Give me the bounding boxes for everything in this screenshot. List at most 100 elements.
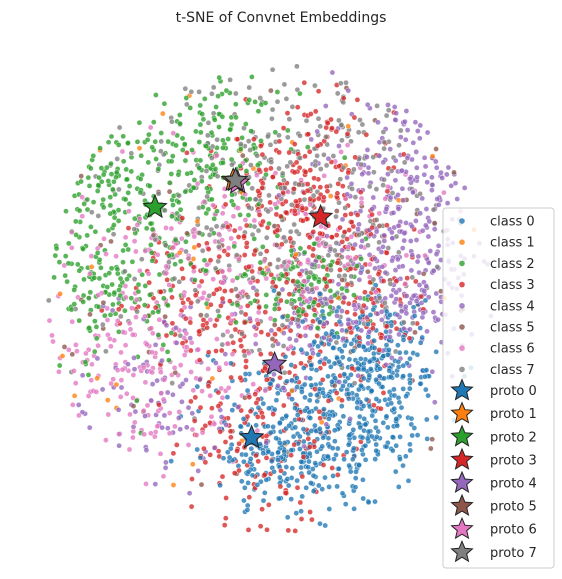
scatter-point-class-3 (252, 247, 258, 254)
scatter-point-class-6 (255, 309, 262, 316)
scatter-point-class-2 (252, 297, 258, 304)
prototype-marker-proto-0 (238, 424, 265, 449)
legend-label-class-2: class 2 (490, 257, 535, 272)
scatter-point-class-5 (364, 268, 371, 275)
scatter-point-class-3 (298, 360, 304, 367)
scatter-point-class-0 (284, 514, 291, 521)
scatter-point-class-0 (289, 465, 296, 472)
scatter-point-class-7 (323, 241, 329, 247)
scatter-point-class-3 (349, 365, 356, 372)
scatter-point-class-0 (308, 362, 314, 369)
scatter-point-class-2 (126, 201, 133, 207)
scatter-point-class-4 (369, 206, 376, 212)
scatter-point-class-7 (287, 228, 294, 235)
scatter-point-class-2 (126, 183, 133, 189)
scatter-point-class-4 (118, 384, 125, 391)
scatter-point-class-0 (383, 413, 390, 420)
scatter-point-class-0 (389, 447, 396, 454)
scatter-point-class-4 (250, 284, 257, 291)
scatter-point-class-6 (229, 311, 235, 318)
legend-label-proto-5: proto 5 (490, 500, 537, 515)
scatter-point-class-7 (303, 117, 310, 124)
scatter-point-class-3 (257, 143, 264, 149)
scatter-point-class-3 (256, 304, 263, 311)
scatter-point-class-0 (194, 383, 201, 390)
scatter-point-class-3 (352, 154, 359, 161)
scatter-point-class-0 (276, 440, 283, 446)
scatter-point-class-0 (277, 474, 283, 481)
scatter-point-class-4 (339, 308, 345, 314)
scatter-point-class-4 (383, 206, 390, 212)
scatter-point-class-6 (218, 385, 224, 392)
scatter-point-class-2 (339, 285, 345, 292)
scatter-point-class-6 (73, 342, 79, 348)
scatter-point-class-6 (183, 330, 190, 337)
scatter-point-class-0 (312, 460, 319, 466)
scatter-point-class-0 (247, 455, 254, 462)
scatter-point-class-3 (267, 350, 274, 357)
scatter-point-class-0 (266, 405, 272, 412)
scatter-point-class-0 (406, 372, 413, 379)
scatter-point-class-6 (160, 396, 167, 403)
scatter-point-class-3 (316, 408, 323, 415)
scatter-point-class-2 (78, 178, 84, 185)
scatter-point-class-4 (162, 464, 169, 471)
scatter-point-class-3 (263, 376, 270, 383)
scatter-point-class-2 (76, 317, 82, 324)
scatter-point-class-4 (430, 309, 437, 315)
scatter-point-class-2 (80, 299, 86, 305)
scatter-point-class-2 (64, 278, 70, 285)
scatter-point-class-2 (220, 137, 226, 144)
scatter-point-class-6 (142, 379, 149, 386)
scatter-point-class-4 (395, 256, 401, 263)
scatter-point-class-2 (245, 212, 252, 218)
scatter-point-class-7 (205, 120, 212, 126)
scatter-point-class-7 (208, 155, 215, 161)
scatter-point-class-4 (403, 220, 409, 226)
scatter-point-class-0 (417, 339, 424, 346)
scatter-point-class-6 (214, 336, 220, 342)
scatter-point-class-4 (142, 413, 148, 419)
scatter-point-class-4 (286, 335, 293, 342)
scatter-point-class-4 (403, 293, 410, 299)
scatter-point-class-6 (219, 279, 226, 286)
scatter-point-class-0 (364, 435, 371, 442)
scatter-point-class-6 (154, 423, 161, 430)
scatter-point-class-4 (435, 201, 442, 208)
scatter-point-class-3 (278, 241, 285, 248)
scatter-point-class-7 (381, 176, 387, 183)
scatter-point-class-4 (187, 335, 193, 341)
scatter-point-class-2 (199, 111, 205, 117)
scatter-point-class-4 (357, 269, 364, 276)
scatter-point-class-6 (105, 411, 112, 418)
scatter-point-class-7 (312, 162, 319, 169)
scatter-point-class-0 (274, 390, 281, 397)
scatter-point-class-7 (357, 117, 363, 123)
scatter-point-class-2 (258, 138, 264, 144)
scatter-point-class-5 (172, 369, 179, 376)
scatter-point-class-3 (237, 374, 244, 381)
scatter-point-class-2 (184, 170, 191, 177)
scatter-point-class-7 (237, 141, 244, 147)
scatter-point-class-2 (182, 157, 189, 164)
scatter-point-class-3 (261, 471, 268, 478)
scatter-point-class-0 (346, 356, 353, 363)
scatter-point-class-0 (336, 318, 343, 325)
scatter-point-class-7 (183, 101, 190, 108)
scatter-point-class-6 (242, 217, 249, 223)
scatter-point-class-0 (353, 468, 359, 475)
scatter-point-class-4 (276, 192, 282, 199)
scatter-point-class-2 (189, 147, 195, 153)
scatter-point-class-2 (231, 243, 237, 250)
scatter-point-class-3 (301, 79, 308, 86)
scatter-point-class-0 (356, 342, 363, 349)
scatter-point-class-3 (216, 253, 222, 260)
scatter-point-class-2 (167, 287, 174, 293)
scatter-point-class-2 (327, 287, 334, 294)
scatter-point-class-2 (197, 102, 203, 109)
scatter-point-class-3 (184, 149, 190, 156)
legend-marker-proto-3 (450, 447, 474, 470)
scatter-point-class-2 (279, 272, 286, 279)
scatter-point-class-3 (196, 357, 203, 363)
scatter-point-class-6 (262, 387, 269, 394)
